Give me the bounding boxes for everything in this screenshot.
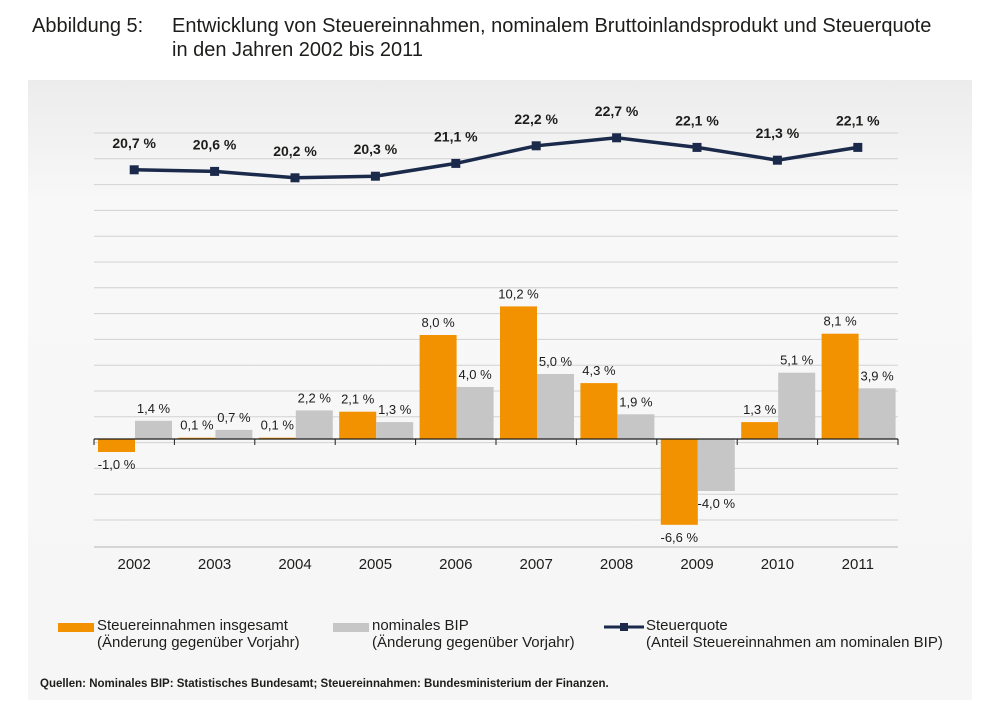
data-label: 0,7 %	[217, 410, 251, 425]
bar-bip	[858, 388, 896, 439]
data-label: -6,6 %	[661, 530, 699, 545]
steuerquote-label: 21,3 %	[756, 125, 800, 141]
bar-steuereinnahmen	[419, 335, 457, 439]
bar-steuereinnahmen	[660, 439, 698, 525]
bar-bip	[617, 414, 655, 439]
x-tick-label: 2011	[842, 556, 874, 573]
steuerquote-label: 22,2 %	[514, 111, 558, 127]
steuerquote-label: 20,7 %	[112, 135, 156, 151]
data-label: 5,1 %	[780, 353, 814, 368]
bar-steuereinnahmen	[339, 411, 377, 439]
legend-sublabel: (Anteil Steuereinnahmen am nominalen BIP…	[646, 634, 943, 651]
steuerquote-marker	[451, 158, 461, 168]
data-label: 8,1 %	[823, 314, 857, 329]
steuerquote-marker	[612, 133, 622, 143]
bar-bip	[697, 439, 735, 491]
steuerquote-marker	[531, 141, 541, 151]
steuerquote-label: 22,7 %	[595, 103, 639, 119]
legend-item-steuerquote: Steuerquote (Anteil Steuereinnahmen am n…	[646, 617, 943, 651]
steuerquote-marker	[853, 142, 863, 152]
x-axis: 2002 2003 2004 2005 2006 2007 2008 2009 2010 2011	[93, 438, 899, 573]
data-label: 4,3 %	[582, 363, 616, 378]
data-label: 4,0 %	[458, 367, 492, 382]
bar-steuereinnahmen	[580, 383, 618, 439]
steuerquote-marker	[692, 142, 702, 152]
data-label: 1,4 %	[137, 401, 171, 416]
steuerquote-marker	[129, 165, 139, 175]
legend-label: Steuereinnahmen insgesamt	[97, 617, 288, 634]
data-label: 5,0 %	[539, 354, 573, 369]
x-tick-label: 2003	[198, 556, 231, 573]
legend-swatch-bip	[333, 623, 369, 632]
steuerquote-label: 21,1 %	[434, 128, 478, 144]
steuerquote-label: 22,1 %	[836, 112, 880, 128]
bar-bip	[295, 410, 333, 439]
steuerquote-marker	[772, 155, 782, 165]
data-label: 1,3 %	[743, 402, 777, 417]
source-note: Quellen: Nominales BIP: Statistisches Bu…	[40, 678, 609, 690]
bar-bip	[376, 422, 414, 439]
steuerquote-marker	[290, 173, 300, 183]
bar-bip	[135, 420, 172, 439]
x-tick-label: 2010	[761, 556, 794, 573]
legend-sublabel: (Änderung gegenüber Vorjahr)	[372, 634, 575, 651]
legend-item-steuereinnahmen: Steuereinnahmen insgesamt (Änderung gege…	[97, 617, 300, 651]
x-tick-label: 2002	[118, 556, 151, 573]
data-labels: -1,0 % 0,1 % 0,1 % 2,1 % 8,0 % 10,2 % 4,3 % -6,…	[98, 103, 894, 545]
bar-steuereinnahmen	[741, 422, 779, 439]
steuerquote-label: 22,1 %	[675, 112, 719, 128]
x-tick-label: 2004	[278, 556, 311, 573]
steuerquote-marker	[370, 171, 380, 181]
legend-label: Steuerquote	[646, 617, 728, 634]
bar-steuereinnahmen	[821, 333, 859, 439]
bar-steuereinnahmen	[500, 306, 537, 439]
data-label: -1,0 %	[98, 457, 136, 472]
bar-bip	[778, 372, 816, 439]
data-label: 1,3 %	[378, 402, 412, 417]
steuerquote-label: 20,3 %	[354, 141, 398, 157]
x-tick-label: 2005	[359, 556, 392, 573]
figure-label: Abbildung 5:	[32, 15, 144, 37]
legend-swatch-steuerquote	[604, 623, 644, 631]
data-label: 2,1 %	[341, 392, 375, 407]
data-label: 0,1 %	[261, 418, 295, 433]
data-label: 1,9 %	[619, 394, 653, 409]
data-label: 3,9 %	[860, 368, 894, 383]
steuerquote-label: 20,2 %	[273, 143, 317, 159]
data-label: 2,2 %	[298, 390, 332, 405]
steuerquote-line	[134, 136, 859, 180]
x-tick-label: 2007	[520, 556, 553, 573]
data-label: 10,2 %	[498, 286, 539, 301]
x-tick-label: 2008	[600, 556, 633, 573]
bar-bip	[456, 387, 494, 439]
x-tick-label: 2009	[680, 556, 713, 573]
legend-item-bip: nominales BIP (Änderung gegenüber Vorjah…	[372, 617, 575, 651]
grid-lines	[94, 132, 898, 548]
bar-series	[98, 306, 896, 525]
bar-bip	[537, 374, 574, 439]
data-label: 0,1 %	[180, 418, 214, 433]
legend-sublabel: (Änderung gegenüber Vorjahr)	[97, 634, 300, 651]
chart-title: Entwicklung von Steuereinnahmen, nominal…	[172, 15, 932, 61]
legend-swatch-steuereinnahmen	[58, 623, 94, 632]
data-label: -4,0 %	[698, 496, 736, 511]
legend-label: nominales BIP	[372, 617, 469, 634]
bar-steuereinnahmen	[98, 439, 135, 452]
data-label: 8,0 %	[421, 315, 455, 330]
steuerquote-label: 20,6 %	[193, 136, 237, 152]
steuerquote-marker	[210, 166, 220, 176]
bar-bip	[215, 429, 253, 439]
line-series	[129, 133, 863, 183]
x-tick-label: 2006	[439, 556, 472, 573]
